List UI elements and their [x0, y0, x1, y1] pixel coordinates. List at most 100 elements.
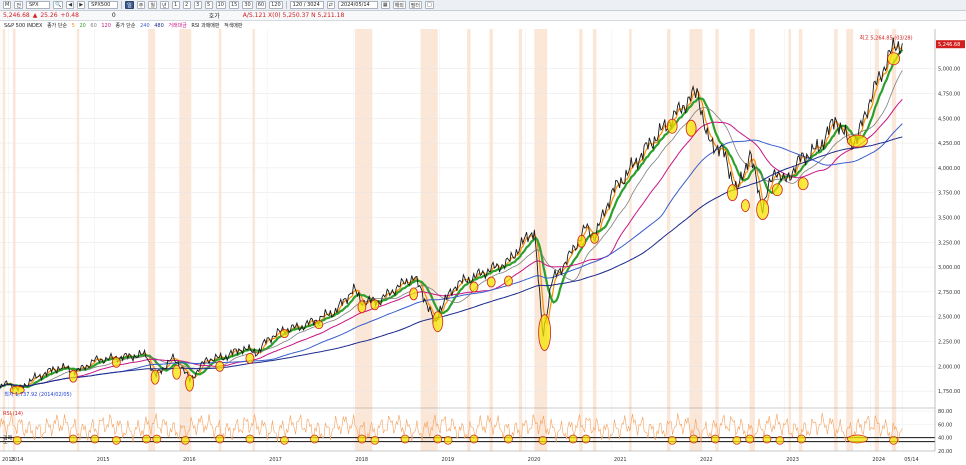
tf-1-button[interactable]: 1 [171, 1, 180, 9]
event-band [355, 29, 373, 451]
highlight-marker [771, 183, 783, 197]
highlight-marker [9, 385, 25, 395]
y-tick-label: 2,000.00 [938, 364, 960, 370]
tf-120-button[interactable]: 120 [269, 1, 283, 9]
event-band [788, 29, 792, 451]
highlight-marker [279, 329, 289, 338]
rsi-level-label: 과매 [3, 435, 13, 442]
event-band [834, 29, 838, 451]
y-tick-label: 1,750.00 [938, 389, 960, 395]
rsi-highlight-marker [12, 435, 22, 445]
rsi-highlight-marker [370, 435, 380, 445]
ma20-line [0, 48, 904, 389]
up-triangle-icon: ▲ [32, 12, 38, 19]
event-band [2, 29, 6, 451]
search-icon[interactable]: 🔍 [52, 1, 64, 9]
legend-ma5: 5 [71, 23, 75, 29]
window-icon[interactable]: □ [425, 1, 434, 9]
highlight-marker [215, 360, 225, 372]
rsi-line [0, 412, 903, 443]
y-tick-label: 3,500.00 [938, 216, 960, 222]
quote-bar: 5,246.68 ▲ 25.26 +0.48 0 호가 A/S.121 X(0)… [0, 11, 966, 21]
event-band [891, 29, 897, 451]
highlight-marker [111, 356, 121, 368]
symbol-input[interactable]: SPX [25, 1, 50, 9]
event-band [489, 29, 493, 451]
event-band [874, 29, 879, 451]
highlight-marker [469, 281, 479, 293]
highlight-marker [172, 364, 182, 380]
symbol2-input[interactable]: SPX500 [88, 1, 119, 9]
rsi-highlight-marker [689, 434, 699, 444]
exchange-button[interactable]: 전 [14, 1, 23, 9]
highlight-marker [666, 118, 678, 134]
highlight-marker [685, 119, 697, 137]
rsi-highlight-marker [68, 434, 78, 444]
calendar-icon[interactable]: ▦ [380, 1, 390, 9]
x-tick-label: 2020 [528, 457, 541, 463]
ma60-line [0, 70, 903, 389]
price-chart[interactable]: 80.00 60.00 40.00 20.00 RSI (14) 과매도 5,000.00… [0, 21, 966, 465]
legend-ma-label: 종가 단순 [47, 23, 68, 29]
x-tick-label: 2017 [269, 457, 282, 463]
filter-button[interactable]: 필터 [408, 1, 422, 9]
highlight-marker [245, 352, 255, 364]
divider [121, 1, 123, 9]
rsi-highlight-marker [443, 435, 453, 445]
event-band [252, 29, 256, 451]
highlight-marker [590, 232, 600, 244]
legend-ma240: 240 [140, 23, 150, 29]
period-button[interactable]: M [3, 1, 12, 9]
price-tag-box [936, 40, 965, 49]
prev-arrow-icon[interactable]: ◀ [66, 1, 75, 9]
rsi-highlight-marker [245, 434, 255, 444]
legend-ma2-label: 종가 단순 [115, 23, 136, 29]
rsi-tick-label: 60.00 [938, 422, 952, 428]
range-adjust-icon[interactable]: ⇄ [326, 1, 335, 9]
rsi-highlight-marker [568, 434, 578, 444]
tf-15-button[interactable]: 15 [228, 1, 240, 9]
tf-30-button[interactable]: 30 [242, 1, 253, 9]
tf-3-button[interactable]: 3 [193, 1, 202, 9]
divider [285, 1, 287, 9]
tf-year-button[interactable]: 년 [160, 1, 169, 9]
highlight-marker [486, 276, 496, 288]
rsi-highlight-marker [90, 434, 100, 444]
tf-5-button[interactable]: 5 [204, 1, 213, 9]
next-arrow-icon[interactable]: ▶ [77, 1, 86, 9]
rsi-highlight-marker [280, 435, 289, 445]
legend-ma60: 60 [90, 23, 97, 29]
rsi-highlight-marker [538, 435, 548, 445]
price-line [0, 37, 903, 392]
range-input[interactable]: 120 / 3024 [289, 1, 324, 9]
event-band [179, 29, 192, 451]
ma240-line [0, 123, 903, 389]
y-tick-label: 4,250.00 [938, 141, 960, 147]
current-price: 5,246.68 [3, 12, 30, 19]
rsi-highlight-marker [797, 434, 806, 444]
date-input[interactable]: 2024/05/14 [337, 1, 378, 9]
rsi-highlight-marker [400, 434, 410, 444]
tf-week-button[interactable]: 주 [136, 1, 146, 9]
tf-2-button[interactable]: 2 [182, 1, 191, 9]
tf-10-button[interactable]: 10 [215, 1, 226, 9]
tf-60-button[interactable]: 60 [255, 1, 267, 9]
event-band [715, 29, 719, 451]
low-annotation: 최저 1,737.92 (2014/02/05) [4, 391, 71, 398]
price-tag-label: 5,246.68 [938, 42, 960, 48]
tf-month-button[interactable]: 월 [148, 1, 157, 9]
rsi-tick-label: 80.00 [938, 409, 952, 415]
rsi-highlight-marker [775, 435, 785, 445]
event-band [148, 29, 156, 451]
highlight-marker [504, 275, 513, 287]
legend-symbol: S&P 500 INDEX [4, 23, 43, 29]
highlight-marker [314, 320, 324, 330]
settings-button[interactable]: 해외 [392, 1, 406, 9]
y-tick-label: 4,000.00 [938, 166, 960, 172]
legend-ma120: 120 [101, 23, 111, 29]
tf-day-button[interactable]: 일 [125, 1, 134, 9]
rsi-highlight-marker [310, 434, 319, 444]
event-band [518, 29, 523, 451]
toolbar: M 전 SPX 🔍 ◀ ▶ SPX500 일 주 월 년 1 2 3 5 10 … [0, 0, 966, 11]
